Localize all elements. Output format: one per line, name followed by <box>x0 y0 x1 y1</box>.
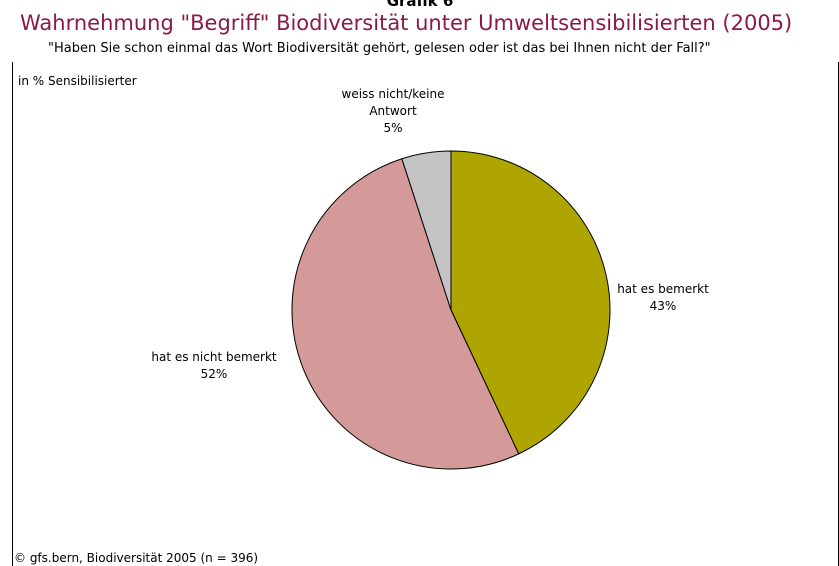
slice-label: weiss nicht/keine Antwort <box>341 87 445 118</box>
slice-label: hat es nicht bemerkt <box>151 350 277 364</box>
pie-slice <box>401 150 452 311</box>
slice-value: 5% <box>383 121 403 135</box>
slice-value: 52% <box>200 367 228 381</box>
chart-subtitle: "Haben Sie schon einmal das Wort Biodive… <box>48 41 711 56</box>
pie-slice <box>450 150 611 455</box>
figure-number: Grafik 6 <box>387 0 454 10</box>
chart-title: Wahrnehmung "Begriff" Biodiversität unte… <box>20 11 792 35</box>
pie-slice <box>291 158 520 470</box>
source: © gfs.bern, Biodiversität 2005 (n = 396) <box>14 551 258 565</box>
slice-value: 43% <box>649 299 677 313</box>
unit-note: in % Sensibilisierter <box>18 74 137 88</box>
slice-label: hat es bemerkt <box>617 282 709 296</box>
